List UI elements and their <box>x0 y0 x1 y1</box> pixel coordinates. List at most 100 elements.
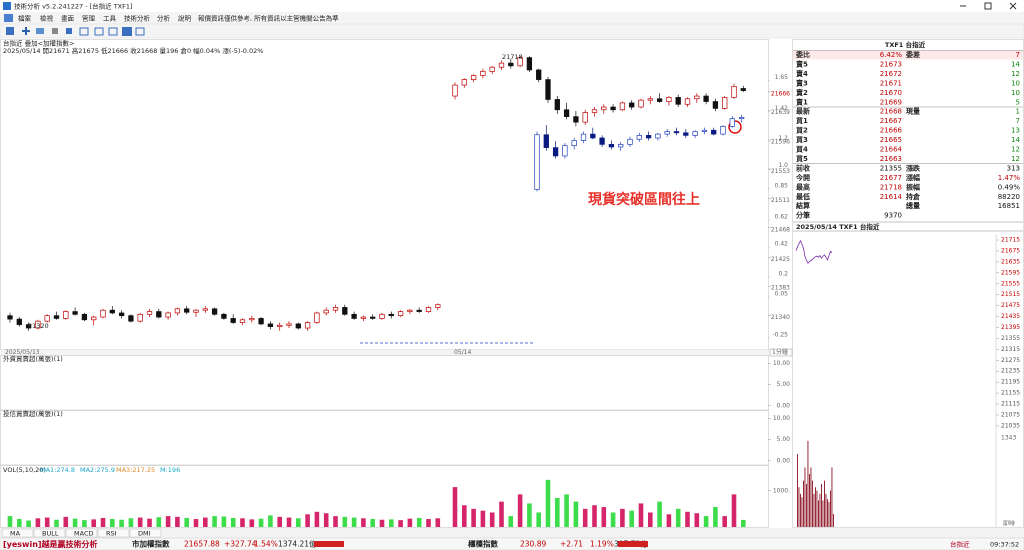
volume-bar <box>305 514 310 527</box>
volume-bar <box>240 518 245 527</box>
index-value: 230.89 <box>520 540 546 549</box>
interval-label[interactable]: 1分鐘 <box>772 348 788 356</box>
status-symbol[interactable]: 台指近 <box>950 540 970 549</box>
candle-body <box>684 98 691 105</box>
menu-item[interactable]: 說明 <box>178 14 192 23</box>
tab[interactable] <box>65 528 98 538</box>
tool-icon[interactable] <box>79 27 89 36</box>
tab-label[interactable]: DMI <box>138 530 151 538</box>
mini-volume-bar <box>807 440 809 527</box>
maximize-button[interactable] <box>984 2 992 10</box>
candle-body <box>249 318 255 321</box>
menu-item[interactable]: 畫面 <box>61 14 75 23</box>
tab-label[interactable]: BULL <box>42 530 59 538</box>
volume-bar <box>703 516 709 527</box>
candle-body <box>722 97 728 109</box>
volume-bar <box>351 517 357 527</box>
volume-bar <box>119 519 124 527</box>
quote-label: 振幅 <box>906 182 920 191</box>
candle-body <box>712 101 719 109</box>
price-tick-label: 21511 <box>771 197 790 204</box>
menu-item[interactable]: 檢視 <box>40 14 54 23</box>
menu-item[interactable]: 工具 <box>103 15 117 23</box>
app-icon <box>3 2 11 10</box>
tab-label[interactable]: MA <box>10 530 21 538</box>
menu-item[interactable]: 分析 <box>157 14 171 23</box>
menu-item[interactable]: 技術分析 <box>124 14 151 23</box>
candle-body <box>258 318 264 325</box>
quote-value: 21671 <box>880 79 902 87</box>
quote-label: 委比 <box>795 50 810 59</box>
interval-box[interactable] <box>769 348 793 357</box>
quote-label: 現量 <box>906 107 920 116</box>
tool-icon[interactable] <box>36 28 44 34</box>
mini-volume-bar <box>806 483 807 527</box>
volume-bar <box>398 520 403 527</box>
highlight-circle <box>728 120 742 134</box>
ohlc-line: 2025/05/14 開21671 高21675 低21666 收21668 量… <box>3 46 263 55</box>
tab[interactable] <box>129 528 162 538</box>
price-tick-label: 21596 <box>771 138 790 145</box>
quote-value: 12 <box>1011 146 1020 154</box>
candle-body <box>480 70 486 76</box>
menu-item[interactable]: 管理 <box>82 14 96 23</box>
volume-bar <box>471 508 476 527</box>
tool-icon[interactable] <box>122 27 132 36</box>
quote-label: 總量 <box>906 201 920 210</box>
percent-tick-label: 0.42 <box>775 241 789 248</box>
mini-tick-label: 21355 <box>1001 335 1020 342</box>
mini-volume-bar <box>821 483 822 527</box>
candle-body <box>489 66 495 72</box>
mini-vol-tick-label: 1343 <box>1001 435 1016 442</box>
volume-bar <box>452 487 458 527</box>
price-tick-label: 21468 <box>771 226 790 233</box>
volume-bar <box>91 519 96 527</box>
realtime-label[interactable]: 即時 <box>1003 520 1015 528</box>
volume-bar <box>361 518 366 527</box>
candle-body <box>91 316 97 321</box>
volume-bar <box>203 517 208 527</box>
quote-value: 88220 <box>998 193 1020 201</box>
volume-bar <box>435 518 441 527</box>
candle-body <box>435 304 441 308</box>
tab-label[interactable]: MACD <box>74 530 93 538</box>
quote-value: 21663 <box>880 155 902 163</box>
close-button[interactable] <box>1009 2 1017 10</box>
volume-bar <box>110 519 115 527</box>
tool-icon[interactable] <box>6 27 14 35</box>
tool-icon[interactable] <box>66 28 72 34</box>
mini-volume-bar <box>825 493 827 527</box>
tool-icon[interactable] <box>94 27 104 36</box>
candle-body <box>666 97 672 102</box>
menu-item[interactable]: 報價資訊僅供參考, 所有資訊以主管機關公告為準 <box>198 14 339 23</box>
volume-bar <box>407 518 413 527</box>
indicator-panel <box>0 410 769 466</box>
tab-label[interactable]: RSI <box>106 530 117 538</box>
candle-body <box>664 131 670 135</box>
window-title: 技術分析 v5.2.241227 - [台指近 TXF1] <box>14 2 133 11</box>
quote-value: 14 <box>1011 136 1020 144</box>
candle-body <box>638 99 644 108</box>
index-change: +2.71 <box>560 540 583 549</box>
candle-body <box>627 138 633 145</box>
toolbar-icons <box>6 27 145 36</box>
tool-icon[interactable] <box>22 27 30 35</box>
tool-icon[interactable] <box>135 27 145 36</box>
tool-icon[interactable] <box>52 28 58 34</box>
tool-icon[interactable] <box>108 27 118 36</box>
volume-bar <box>499 501 504 527</box>
candle-body <box>554 99 560 111</box>
quote-value: 21668 <box>880 108 902 116</box>
mini-volume-bar <box>813 493 815 527</box>
candle-body <box>536 69 542 80</box>
candle-body <box>701 129 708 132</box>
tab[interactable] <box>97 528 130 538</box>
percent-tick-label: 1.42 <box>775 105 789 112</box>
tab[interactable] <box>33 528 66 538</box>
tab[interactable] <box>1 528 34 538</box>
mini-volume-bar <box>809 473 810 527</box>
mini-volume-bar <box>824 480 825 527</box>
candle-body <box>675 97 681 105</box>
menu-item[interactable]: 檔案 <box>18 14 32 23</box>
